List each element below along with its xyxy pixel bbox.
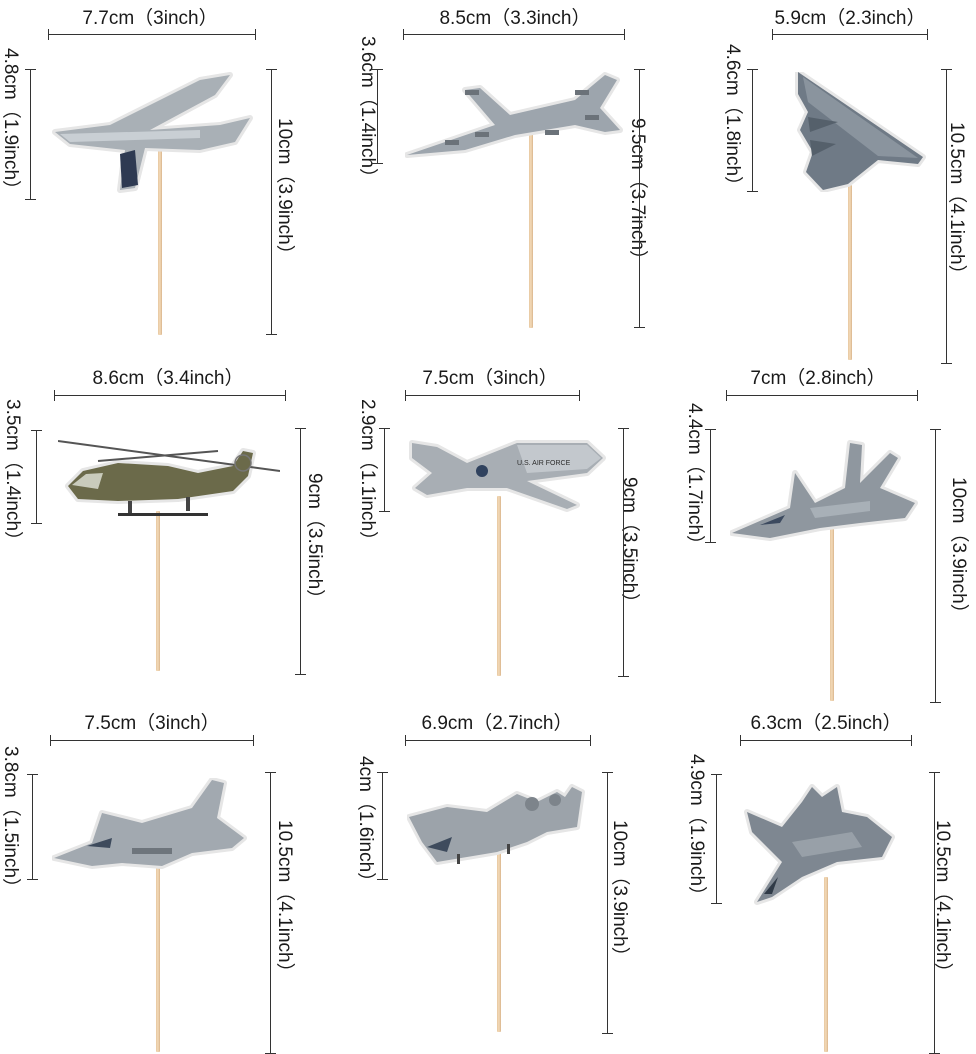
width-label: 8.5cm（3.3inch） — [439, 8, 591, 29]
width-label: 7.7cm（3inch） — [82, 8, 218, 29]
topper-cell-2: 8.5cm（3.3inch） 3.6cm（1.4inch） 9.5cm（3.7i… — [325, 0, 650, 351]
height-label: 4.9cm（1.9inch） — [686, 754, 707, 906]
width-dimension-line — [50, 735, 254, 746]
toothpick — [497, 842, 501, 1032]
f16-fighter-image — [52, 778, 248, 873]
toothpick — [497, 496, 501, 676]
total-height-label: 10.5cm（4.1inch） — [274, 820, 295, 982]
width-label: 5.9cm（2.3inch） — [774, 8, 926, 29]
helicopter-image — [58, 431, 280, 523]
topper-cell-8: 6.9cm（2.7inch） 4cm（1.6inch） 10cm（3.9inch… — [325, 702, 650, 1053]
height-label: 3.5cm（1.4inch） — [2, 399, 23, 551]
total-height-dimension-line — [930, 429, 941, 703]
height-label: 4.4cm（1.7inch） — [684, 403, 705, 555]
height-dimension-line — [25, 69, 36, 200]
width-dimension-line — [772, 29, 928, 40]
height-dimension-line — [379, 428, 390, 512]
topper-cell-6: 7cm（2.8inch） 4.4cm（1.7inch） 10cm（3.9inch… — [650, 351, 975, 703]
width-label: 6.9cm（2.7inch） — [421, 713, 573, 734]
width-dimension-line — [48, 29, 256, 40]
toothpick — [156, 511, 160, 671]
height-dimension-line — [372, 69, 383, 164]
height-dimension-line — [31, 430, 42, 524]
topper-cell-9: 6.3cm（2.5inch） 4.9cm（1.9inch） 10.5cm（4.1… — [650, 702, 975, 1054]
a10-attack-image — [407, 782, 585, 867]
height-dimension-line — [377, 772, 388, 880]
height-label: 3.6cm（1.4inch） — [357, 36, 378, 188]
toothpick — [830, 521, 834, 701]
f22-fighter-image — [742, 782, 900, 907]
b52-bomber-image — [405, 70, 625, 165]
height-label: 3.8cm（1.5inch） — [0, 746, 21, 898]
total-height-dimension-line — [618, 428, 629, 677]
drone-image: U.S. AIR FORCE — [407, 433, 607, 513]
width-dimension-line — [403, 29, 625, 40]
topper-cell-3: 5.9cm（2.3inch） 4.6cm（1.8inch） 10.5cm（4.1… — [650, 0, 975, 364]
height-label: 2.9cm（1.1inch） — [357, 399, 378, 551]
total-height-dimension-line — [602, 772, 613, 1034]
total-height-dimension-line — [295, 428, 306, 675]
height-label: 4cm（1.6inch） — [355, 756, 376, 892]
toothpick — [158, 150, 162, 335]
topper-cell-4: 8.6cm（3.4inch） 3.5cm（1.4inch） 9cm（3.5inc… — [0, 351, 325, 702]
toothpick — [848, 185, 852, 360]
topper-cell-5: 7.5cm（3inch） 2.9cm（1.1inch） 9cm（3.5inch）… — [325, 351, 650, 702]
height-dimension-line — [27, 774, 38, 880]
width-label: 6.3cm（2.5inch） — [750, 713, 902, 734]
topper-cell-1: 7.7cm（3inch） 4.8cm（1.9inch） 10cm（3.9inch… — [0, 0, 325, 351]
width-label: 7cm（2.8inch） — [750, 368, 886, 389]
transport-jet-image — [50, 70, 255, 195]
width-dimension-line — [726, 390, 918, 401]
total-height-label: 10cm（3.9inch） — [948, 477, 969, 623]
toothpick — [824, 877, 828, 1052]
f15-fighter-image — [730, 433, 920, 543]
height-label: 4.8cm（1.9inch） — [0, 48, 21, 200]
total-height-label: 10.5cm（4.1inch） — [932, 820, 953, 982]
total-height-label: 10cm（3.9inch） — [274, 118, 295, 264]
topper-cell-7: 7.5cm（3inch） 3.8cm（1.5inch） 10.5cm（4.1in… — [0, 702, 325, 1054]
total-height-label: 10cm（3.9inch） — [609, 820, 630, 966]
height-label: 4.6cm（1.8inch） — [722, 44, 743, 196]
height-dimension-line — [705, 429, 716, 543]
total-height-dimension-line — [266, 69, 277, 335]
width-dimension-line — [54, 390, 286, 401]
width-label: 8.6cm（3.4inch） — [92, 368, 244, 389]
us-air-force-marking: U.S. AIR FORCE — [517, 460, 571, 467]
total-height-dimension-line — [634, 69, 645, 328]
width-label: 7.5cm（3inch） — [84, 713, 220, 734]
height-dimension-line — [711, 774, 722, 904]
width-dimension-line — [405, 735, 591, 746]
width-dimension-line — [405, 390, 580, 401]
total-height-dimension-line — [265, 772, 276, 1054]
toothpick — [156, 867, 160, 1052]
width-label: 7.5cm（3inch） — [422, 368, 558, 389]
width-dimension-line — [740, 735, 912, 746]
total-height-dimension-line — [941, 69, 952, 364]
total-height-dimension-line — [929, 772, 940, 1054]
total-height-label: 10.5cm（4.1inch） — [946, 122, 967, 284]
toothpick — [529, 130, 533, 328]
height-dimension-line — [747, 69, 758, 192]
stealth-bomber-image — [778, 72, 926, 192]
